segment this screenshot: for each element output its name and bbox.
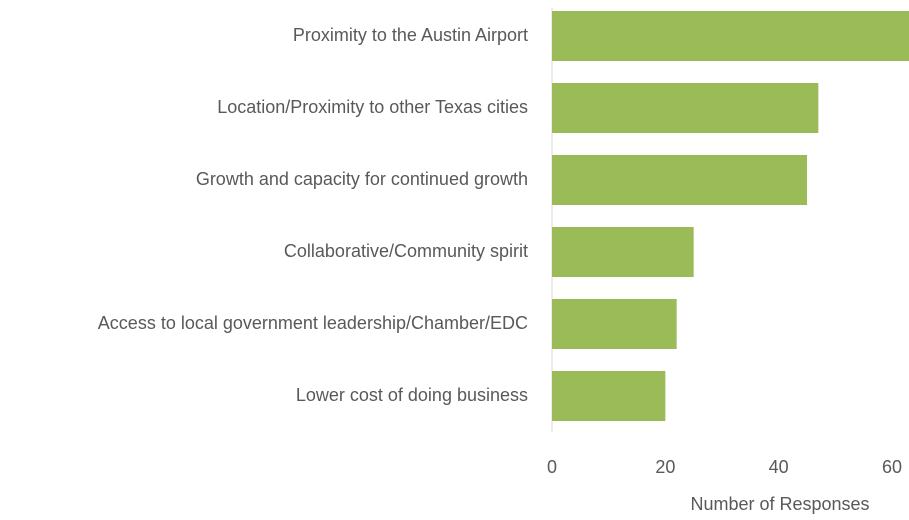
x-tick-label: 0 xyxy=(547,457,557,477)
bar xyxy=(552,11,909,61)
y-tick-label: Growth and capacity for continued growth xyxy=(196,169,528,189)
y-tick-label: Location/Proximity to other Texas cities xyxy=(217,97,528,117)
bar xyxy=(552,83,819,133)
bar xyxy=(552,299,677,349)
bar xyxy=(552,227,694,277)
x-axis-title: Number of Responses xyxy=(690,494,869,514)
x-tick-label: 20 xyxy=(655,457,675,477)
x-tick-label: 40 xyxy=(769,457,789,477)
y-tick-label: Lower cost of doing business xyxy=(296,385,528,405)
bar xyxy=(552,155,807,205)
y-tick-label: Access to local government leadership/Ch… xyxy=(98,313,528,333)
y-tick-label: Proximity to the Austin Airport xyxy=(293,25,528,45)
bar xyxy=(552,371,666,421)
y-tick-label: Collaborative/Community spirit xyxy=(284,241,528,261)
x-tick-label: 60 xyxy=(882,457,902,477)
